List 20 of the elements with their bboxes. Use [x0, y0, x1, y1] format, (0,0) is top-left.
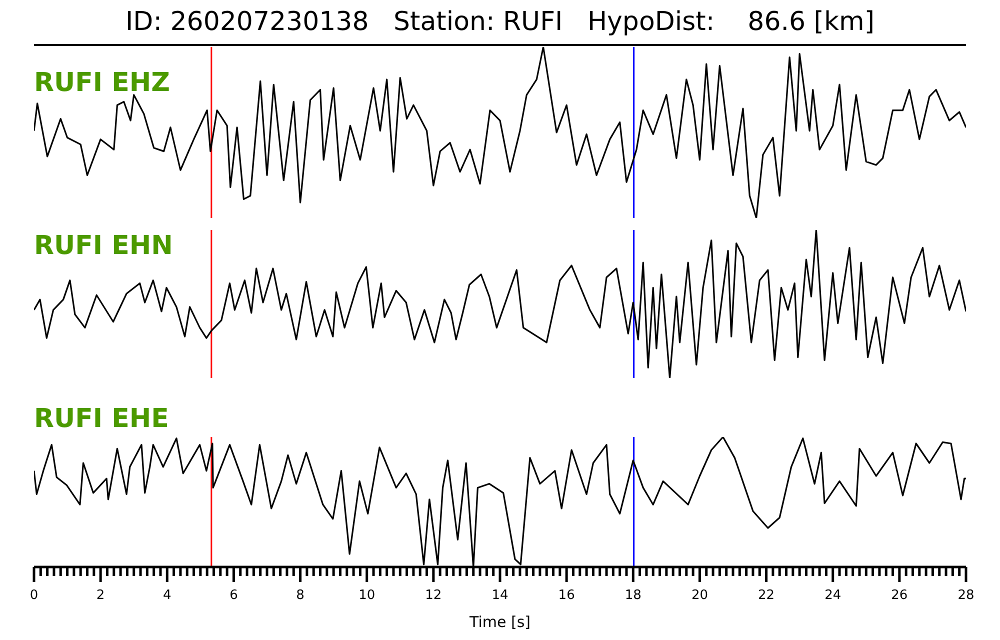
x-tick-label: 26 — [891, 588, 908, 603]
x-tick-label: 28 — [958, 588, 974, 603]
chart-title: ID: 260207230138 Station: RUFI HypoDist: 86.6 [km] — [34, 0, 966, 46]
x-tick-label: 24 — [824, 588, 842, 603]
x-tick-label: 12 — [425, 588, 442, 603]
x-tick-label: 4 — [163, 588, 172, 603]
x-tick-label: 0 — [30, 588, 38, 603]
x-axis-title: Time [s] — [468, 613, 530, 631]
x-tick-label: 16 — [558, 588, 575, 603]
x-tick-label: 22 — [758, 588, 775, 603]
series-label: RUFI EHZ — [34, 68, 170, 98]
x-tick-label: 10 — [358, 588, 376, 603]
x-tick-label: 8 — [296, 588, 304, 603]
x-tick-label: 14 — [492, 588, 508, 603]
series-label: RUFI EHN — [34, 231, 173, 261]
x-tick-label: 6 — [230, 588, 238, 603]
series-label: RUFI EHE — [34, 404, 169, 434]
x-tick-label: 18 — [624, 588, 642, 603]
x-tick-label: 20 — [691, 588, 708, 603]
x-tick-label: 2 — [96, 588, 105, 603]
